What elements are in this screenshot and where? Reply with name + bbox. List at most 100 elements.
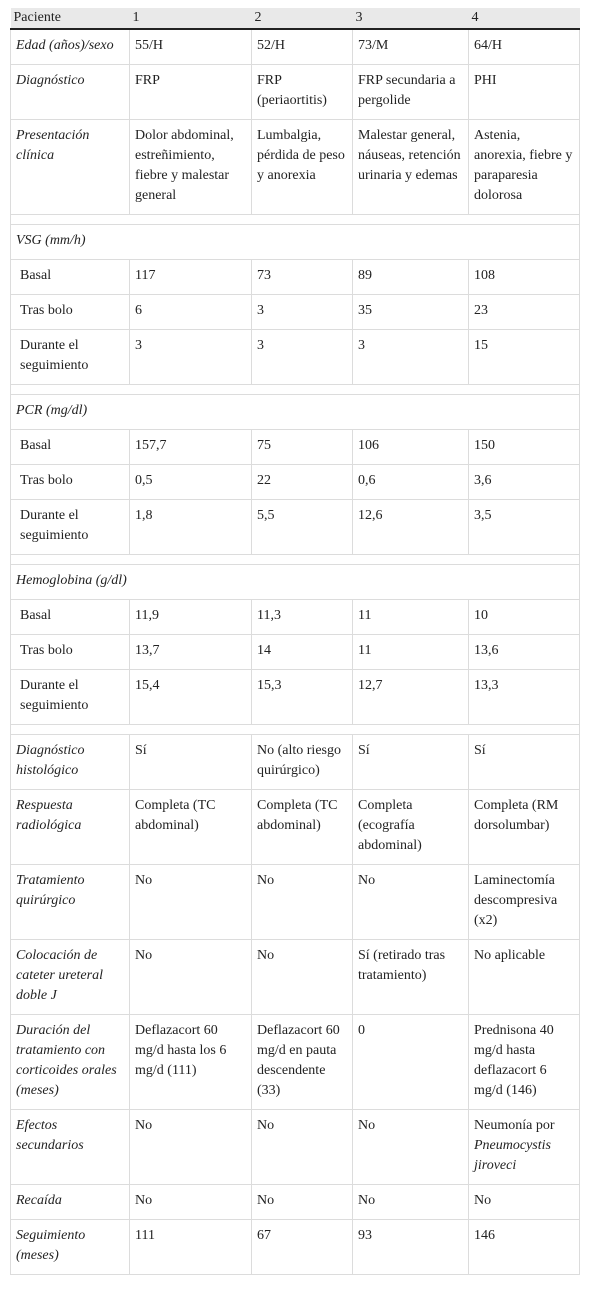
cell: No	[352, 1109, 469, 1185]
row-pcr-seguimiento: Durante el seguimiento 1,8 5,5 12,6 3,5	[10, 499, 580, 555]
row-cateter: Colocación de cateter ureteral doble J N…	[10, 939, 580, 1015]
cell: Completa (TC abdominal)	[129, 789, 252, 865]
row-hb-seguimiento: Durante el seguimiento 15,4 15,3 12,7 13…	[10, 669, 580, 725]
row-label: Tras bolo	[10, 634, 130, 670]
cell: No	[352, 864, 469, 940]
spacer-cell	[10, 724, 580, 735]
cell: No	[352, 1184, 469, 1220]
spacer-row	[10, 554, 580, 565]
cell: 11,9	[129, 599, 252, 635]
cell: Sí	[129, 734, 252, 790]
row-label: Diagnóstico histológico	[10, 734, 130, 790]
cell: 13,6	[468, 634, 580, 670]
cell: 89	[352, 259, 469, 295]
cell: No	[468, 1184, 580, 1220]
cell: 12,7	[352, 669, 469, 725]
row-edad: Edad (años)/sexo 55/H 52/H 73/M 64/H	[10, 28, 580, 65]
cell: Deflazacort 60 mg/d en pauta descendente…	[251, 1014, 353, 1110]
cell: Completa (ecografía abdominal)	[352, 789, 469, 865]
cell: Dolor abdominal, estreñimiento, fiebre y…	[129, 119, 252, 215]
row-pcr-tras-bolo: Tras bolo 0,5 22 0,6 3,6	[10, 464, 580, 500]
row-vsg-basal: Basal 117 73 89 108	[10, 259, 580, 295]
cell: 3	[251, 329, 353, 385]
row-label: Basal	[10, 429, 130, 465]
cell: 3,6	[468, 464, 580, 500]
section-hemoglobina: Hemoglobina (g/dl)	[10, 564, 580, 600]
row-label: Tras bolo	[10, 464, 130, 500]
row-label: Colocación de cateter ureteral doble J	[10, 939, 130, 1015]
row-efectos-secundarios: Efectos secundarios No No No Neumonía po…	[10, 1109, 580, 1185]
cell: 6	[129, 294, 252, 330]
cell: 35	[352, 294, 469, 330]
row-label: Basal	[10, 259, 130, 295]
cell: No	[129, 1109, 252, 1185]
cell: No	[129, 864, 252, 940]
cell: Astenia, anorexia, fiebre y paraparesia …	[468, 119, 580, 215]
cell: FRP (periaortitis)	[251, 64, 353, 120]
cell: 5,5	[251, 499, 353, 555]
spacer-cell	[10, 384, 580, 395]
cell: Sí	[468, 734, 580, 790]
cell: Prednisona 40 mg/d hasta deflazacort 6 m…	[468, 1014, 580, 1110]
cell: 108	[468, 259, 580, 295]
row-recaida: Recaída No No No No	[10, 1184, 580, 1220]
cell: 117	[129, 259, 252, 295]
row-label: Presentación clínica	[10, 119, 130, 215]
cell: 23	[468, 294, 580, 330]
cell: 55/H	[129, 28, 252, 65]
cell: 13,7	[129, 634, 252, 670]
patients-table: Paciente 1 2 3 4 Edad (años)/sexo 55/H 5…	[10, 8, 580, 1275]
section-pcr: PCR (mg/dl)	[10, 394, 580, 430]
header-row: Paciente 1 2 3 4	[10, 8, 580, 30]
cell: 3	[251, 294, 353, 330]
cell: 52/H	[251, 28, 353, 65]
row-duracion-tratamiento: Duración del tratamiento con corticoides…	[10, 1014, 580, 1110]
cell: No (alto riesgo quirúrgico)	[251, 734, 353, 790]
row-label: Duración del tratamiento con corticoides…	[10, 1014, 130, 1110]
cell: Malestar general, náuseas, retención uri…	[352, 119, 469, 215]
row-label: Basal	[10, 599, 130, 635]
row-label: Durante el seguimiento	[10, 499, 130, 555]
cell: 3	[352, 329, 469, 385]
row-vsg-tras-bolo: Tras bolo 6 3 35 23	[10, 294, 580, 330]
section-vsg: VSG (mm/h)	[10, 224, 580, 260]
cell: 11,3	[251, 599, 353, 635]
header-paciente: Paciente	[10, 8, 130, 30]
cell: 67	[251, 1219, 353, 1275]
cell: No	[129, 939, 252, 1015]
cell: 15,4	[129, 669, 252, 725]
cell: 0,5	[129, 464, 252, 500]
cell: 106	[352, 429, 469, 465]
cell: 0,6	[352, 464, 469, 500]
cell: No	[251, 1109, 353, 1185]
cell: FRP secundaria a pergolide	[352, 64, 469, 120]
row-hb-tras-bolo: Tras bolo 13,7 14 11 13,6	[10, 634, 580, 670]
header-patient-3: 3	[352, 8, 469, 30]
cell: 3,5	[468, 499, 580, 555]
cell: No	[251, 1184, 353, 1220]
cell: 0	[352, 1014, 469, 1110]
organism-name: Pneumocystis jiroveci	[474, 1138, 551, 1173]
row-label: Recaída	[10, 1184, 130, 1220]
section-heading: Hemoglobina (g/dl)	[10, 564, 580, 600]
row-hb-basal: Basal 11,9 11,3 11 10	[10, 599, 580, 635]
cell: PHI	[468, 64, 580, 120]
row-diagnostico: Diagnóstico FRP FRP (periaortitis) FRP s…	[10, 64, 580, 120]
cell: Lumbalgia, pérdida de peso y anorexia	[251, 119, 353, 215]
section-heading: VSG (mm/h)	[10, 224, 580, 260]
cell: No aplicable	[468, 939, 580, 1015]
cell: Sí	[352, 734, 469, 790]
row-pcr-basal: Basal 157,7 75 106 150	[10, 429, 580, 465]
cell: FRP	[129, 64, 252, 120]
row-tratamiento-quirurgico: Tratamiento quirúrgico No No No Laminect…	[10, 864, 580, 940]
header-patient-4: 4	[468, 8, 580, 30]
cell: Completa (RM dorsolumbar)	[468, 789, 580, 865]
row-seguimiento: Seguimiento (meses) 111 67 93 146	[10, 1219, 580, 1275]
cell: 1,8	[129, 499, 252, 555]
row-respuesta-radiologica: Respuesta radiológica Completa (TC abdom…	[10, 789, 580, 865]
cell: 15,3	[251, 669, 353, 725]
cell-text: Neumonía por	[474, 1118, 555, 1133]
cell: 22	[251, 464, 353, 500]
cell: No	[251, 864, 353, 940]
row-label: Efectos secundarios	[10, 1109, 130, 1185]
